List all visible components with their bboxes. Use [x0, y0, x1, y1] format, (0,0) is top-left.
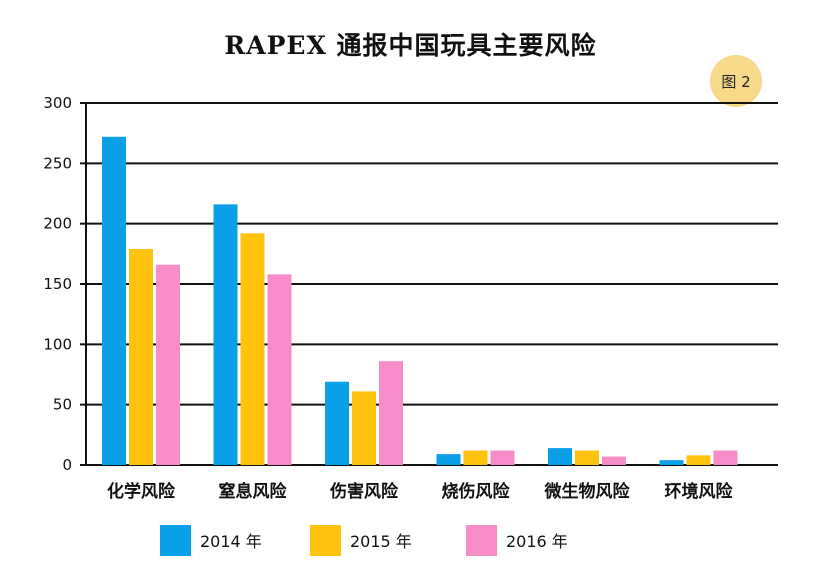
- x-category-label: 窒息风险: [219, 481, 288, 502]
- y-tick-label: 200: [43, 215, 72, 233]
- x-category-label: 烧伤风险: [442, 481, 511, 502]
- x-category-label: 化学风险: [107, 481, 176, 502]
- legend-swatch: [466, 525, 497, 556]
- figure-badge-label: 图 2: [721, 72, 751, 91]
- bar-1-2: [129, 249, 153, 465]
- bar-6-1: [659, 460, 684, 465]
- x-axis-labels: 化学风险 窒息风险 伤害风险 烧伤风险 微生物风险 环境风险: [107, 481, 733, 502]
- legend-label: 2015 年: [350, 532, 412, 551]
- bar-2-2: [240, 233, 265, 465]
- bars: [102, 136, 738, 466]
- bar-3-2: [352, 391, 376, 465]
- bar-1-1: [102, 136, 126, 465]
- legend-label: 2014 年: [200, 532, 262, 551]
- bar-4-1: [436, 454, 461, 465]
- bar-4-2: [463, 450, 488, 465]
- figure-badge: 图 2: [710, 55, 762, 107]
- bar-6-3: [713, 450, 738, 465]
- legend-swatch: [310, 525, 341, 556]
- y-tick-label: 0: [62, 456, 72, 474]
- bar-3-1: [325, 381, 349, 465]
- y-tick-label: 150: [43, 275, 72, 293]
- y-tick-label: 100: [43, 335, 72, 353]
- y-tick-label: 250: [43, 154, 72, 172]
- legend: 2014 年 2015 年 2016 年: [160, 525, 568, 556]
- bar-5-2: [575, 450, 599, 465]
- bar-5-3: [602, 456, 626, 465]
- y-tick-label: 300: [43, 94, 72, 112]
- x-category-label: 伤害风险: [329, 481, 399, 502]
- chart-title: RAPEX 通报中国玩具主要风险: [224, 31, 597, 60]
- bar-2-1: [213, 204, 238, 466]
- bar-4-3: [490, 450, 515, 465]
- bar-3-3: [379, 361, 403, 465]
- gridlines: [86, 102, 778, 406]
- x-category-label: 微生物风险: [544, 481, 631, 502]
- bar-2-3: [267, 274, 292, 465]
- bar-5-1: [548, 448, 572, 465]
- x-category-label: 环境风险: [665, 481, 734, 502]
- legend-label: 2016 年: [506, 532, 568, 551]
- y-tick-label: 50: [53, 396, 72, 414]
- legend-swatch: [160, 525, 191, 556]
- bar-6-2: [686, 455, 711, 465]
- bar-1-3: [156, 264, 180, 465]
